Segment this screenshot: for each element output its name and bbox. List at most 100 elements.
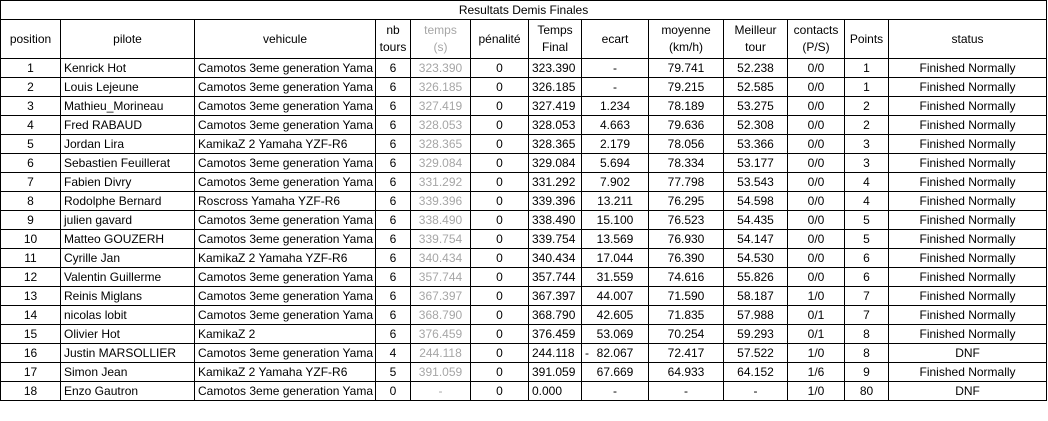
cell-temps-final: 327.419 — [528, 96, 582, 116]
table-row: 6 Sebastien Feuillerat Camotos 3eme genera… — [0, 153, 1048, 173]
cell-nb-tours: 6 — [375, 286, 411, 306]
cell-status: Finished Normally — [887, 191, 1048, 211]
cell-temps: 376.459 — [410, 324, 471, 344]
cell-vehicule: Camotos 3eme generation Yama — [194, 77, 376, 97]
cell-status: Finished Normally — [887, 286, 1048, 306]
cell-temps-final: 339.396 — [528, 191, 582, 211]
cell-meilleur-tour: 55.826 — [723, 267, 788, 287]
cell-position: 17 — [0, 362, 61, 382]
cell-pilote: Matteo GOUZERH — [60, 229, 195, 249]
cell-points: 2 — [844, 115, 889, 135]
ecart-prefix: - — [585, 346, 589, 360]
cell-status: Finished Normally — [887, 77, 1048, 97]
cell-vehicule: Camotos 3eme generation Yama — [194, 58, 376, 78]
cell-pilote: Valentin Guillerme — [60, 267, 195, 287]
cell-moyenne: 70.254 — [648, 324, 724, 344]
cell-temps: 329.084 — [410, 153, 471, 173]
cell-position: 13 — [0, 286, 61, 306]
table-row: 3 Mathieu_Morineau Camotos 3eme generation… — [0, 96, 1048, 116]
cell-temps-final: 328.365 — [528, 134, 582, 154]
cell-status: Finished Normally — [887, 229, 1048, 249]
cell-contacts: 0/0 — [787, 77, 845, 97]
cell-moyenne: 79.741 — [648, 58, 724, 78]
cell-penalite: 0 — [470, 286, 529, 306]
cell-contacts: 1/0 — [787, 343, 845, 363]
cell-temps: 338.490 — [410, 210, 471, 230]
table-row: 5 Jordan Lira KamikaZ 2 Yamaha YZF-R6 6 328.… — [0, 134, 1048, 154]
cell-position: 2 — [0, 77, 61, 97]
cell-contacts: 0/0 — [787, 172, 845, 192]
cell-moyenne: 77.798 — [648, 172, 724, 192]
cell-status: DNF — [887, 381, 1048, 401]
table-row: 9 julien gavard Camotos 3eme generation Ya… — [0, 210, 1048, 230]
cell-contacts: 0/0 — [787, 248, 845, 268]
cell-temps: 367.397 — [410, 286, 471, 306]
cell-vehicule: Camotos 3eme generation Yama — [194, 210, 376, 230]
cell-pilote: Rodolphe Bernard — [60, 191, 195, 211]
cell-status: DNF — [887, 343, 1048, 363]
cell-temps-final: 357.744 — [528, 267, 582, 287]
table-row: 10 Matteo GOUZERH Camotos 3eme generation … — [0, 229, 1048, 249]
cell-nb-tours: 0 — [375, 381, 411, 401]
cell-penalite: 0 — [470, 77, 529, 97]
cell-position: 10 — [0, 229, 61, 249]
cell-temps-final: 329.084 — [528, 153, 582, 173]
cell-contacts: 0/0 — [787, 267, 845, 287]
cell-vehicule: KamikaZ 2 Yamaha YZF-R6 — [194, 248, 376, 268]
cell-temps-final: 376.459 — [528, 324, 582, 344]
cell-position: 6 — [0, 153, 61, 173]
cell-ecart: 42.605 — [581, 305, 649, 325]
cell-vehicule: Camotos 3eme generation Yama — [194, 286, 376, 306]
cell-moyenne: 74.616 — [648, 267, 724, 287]
cell-position: 5 — [0, 134, 61, 154]
table-row: 12 Valentin Guillerme Camotos 3eme generat… — [0, 267, 1048, 287]
cell-temps-final: 331.292 — [528, 172, 582, 192]
header-status: status — [887, 19, 1048, 59]
cell-status: Finished Normally — [887, 267, 1048, 287]
cell-nb-tours: 5 — [375, 362, 411, 382]
header-position: position — [0, 19, 61, 59]
cell-vehicule: Camotos 3eme generation Yama — [194, 343, 376, 363]
cell-meilleur-tour: 64.152 — [723, 362, 788, 382]
cell-vehicule: Roscross Yamaha YZF-R6 — [194, 191, 376, 211]
cell-penalite: 0 — [470, 343, 529, 363]
cell-penalite: 0 — [470, 172, 529, 192]
cell-status: Finished Normally — [887, 362, 1048, 382]
cell-pilote: Fred RABAUD — [60, 115, 195, 135]
cell-pilote: Sebastien Feuillerat — [60, 153, 195, 173]
cell-position: 12 — [0, 267, 61, 287]
cell-points: 3 — [844, 153, 889, 173]
cell-meilleur-tour: 54.435 — [723, 210, 788, 230]
cell-points: 7 — [844, 305, 889, 325]
cell-vehicule: KamikaZ 2 Yamaha YZF-R6 — [194, 362, 376, 382]
cell-temps-final: 326.185 — [528, 77, 582, 97]
cell-contacts: 1/0 — [787, 286, 845, 306]
cell-ecart: 31.559 — [581, 267, 649, 287]
cell-nb-tours: 6 — [375, 324, 411, 344]
header-temps: temps (s) — [410, 19, 471, 59]
cell-penalite: 0 — [470, 153, 529, 173]
cell-status: Finished Normally — [887, 172, 1048, 192]
cell-status: Finished Normally — [887, 115, 1048, 135]
cell-ecart: 67.669 — [581, 362, 649, 382]
cell-status: Finished Normally — [887, 324, 1048, 344]
cell-moyenne: 76.295 — [648, 191, 724, 211]
header-points: Points — [844, 19, 889, 59]
table-row: 14 nicolas lobit Camotos 3eme generation Y… — [0, 305, 1048, 325]
cell-points: 1 — [844, 77, 889, 97]
cell-vehicule: Camotos 3eme generation Yama — [194, 172, 376, 192]
table-row: 11 Cyrille Jan KamikaZ 2 Yamaha YZF-R6 6 340… — [0, 248, 1048, 268]
cell-temps: 368.790 — [410, 305, 471, 325]
cell-position: 15 — [0, 324, 61, 344]
cell-pilote: nicolas lobit — [60, 305, 195, 325]
table-row: 8 Rodolphe Bernard Roscross Yamaha YZF-R6 6… — [0, 191, 1048, 211]
cell-position: 7 — [0, 172, 61, 192]
cell-nb-tours: 6 — [375, 96, 411, 116]
cell-moyenne: 78.189 — [648, 96, 724, 116]
cell-contacts: 0/0 — [787, 153, 845, 173]
table-row: 13 Reinis Miglans Camotos 3eme generation … — [0, 286, 1048, 306]
cell-nb-tours: 6 — [375, 134, 411, 154]
cell-vehicule: Camotos 3eme generation Yama — [194, 96, 376, 116]
cell-pilote: Cyrille Jan — [60, 248, 195, 268]
cell-temps-final: 367.397 — [528, 286, 582, 306]
